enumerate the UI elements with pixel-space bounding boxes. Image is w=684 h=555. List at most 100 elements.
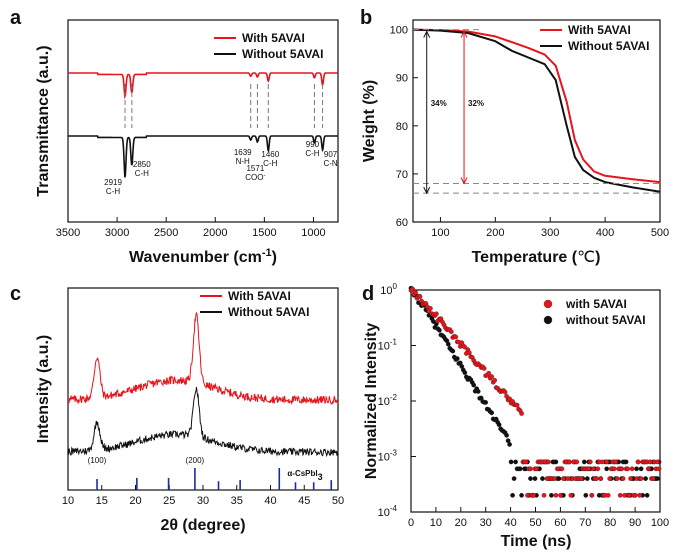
x-tick-label: 100 (651, 517, 669, 529)
data-point (565, 476, 571, 481)
panel-a-frame (67, 19, 339, 223)
panel-a-axes: 3500 3000 2500 2000 1500 1000 (56, 217, 326, 239)
data-point (462, 370, 468, 375)
legend-label: With 5AVAI (568, 23, 631, 37)
legend-label: without 5AVAI (565, 313, 646, 327)
data-point (607, 476, 613, 481)
data-point (593, 476, 599, 481)
y-tick-label: 90 (396, 73, 408, 85)
data-point (541, 492, 547, 498)
y-tick-exp: -3 (390, 449, 398, 458)
panel-d-xlabel: Time (ns) (501, 533, 572, 550)
series-line-with-5avai (67, 311, 339, 406)
data-point (445, 341, 451, 347)
reference-label-sub: 3 (318, 472, 323, 482)
peak-label: 1639 (234, 148, 252, 157)
data-point (629, 466, 635, 472)
x-tick-label: 80 (604, 517, 616, 529)
data-point (502, 389, 508, 395)
x-tick-label: 50 (332, 495, 344, 507)
data-point (605, 492, 611, 498)
peak-label: C-N (323, 159, 337, 168)
data-point (510, 492, 515, 498)
data-point (528, 466, 533, 472)
panel-c-ylabel: Intensity (a.u.) (35, 335, 52, 443)
panel-a-data (68, 72, 338, 178)
panel-a-ylabel: Transmittance (a.u.) (35, 45, 52, 196)
data-point (589, 492, 595, 498)
x-tick-label: 1500 (252, 227, 276, 239)
hkl-label: (100) (88, 456, 107, 465)
panel-c-xlabel: 2θ (degree) (160, 517, 245, 534)
series-line-with-5avai (68, 72, 338, 100)
legend-marker (543, 299, 553, 309)
y-tick-base: 10 (378, 452, 390, 464)
data-point (556, 476, 562, 481)
data-point (604, 459, 610, 465)
data-point (553, 492, 559, 498)
y-tick-label: 10-1 (378, 338, 398, 353)
data-point (528, 476, 533, 481)
data-point (638, 466, 644, 472)
data-point (532, 476, 538, 481)
data-point (656, 466, 662, 472)
data-point (511, 476, 517, 481)
panel-a-ftir-chart: 3500 3000 2500 2000 1500 1000 2919C-H2850C-H1… (35, 19, 339, 266)
panel-c-axes: 10 15 20 25 30 35 40 45 50 (62, 485, 344, 507)
panel-b-ylabel: Weight (%) (361, 80, 378, 162)
x-tick-label: 1000 (301, 227, 325, 239)
arrow-head (423, 30, 431, 38)
data-point (507, 442, 512, 447)
data-point (546, 459, 551, 465)
peak-label-sup: - (264, 173, 266, 179)
data-point (637, 492, 642, 498)
panel-a-legend: With 5AVAI Without 5AVAI (214, 31, 323, 61)
x-tick-label: 200 (486, 227, 504, 239)
data-point (558, 492, 563, 498)
data-point (611, 466, 617, 472)
y-tick-label: 10-2 (378, 393, 398, 408)
data-point (417, 294, 423, 299)
data-point (466, 350, 472, 356)
panel-b-legend: With 5AVAI Without 5AVAI (540, 23, 649, 53)
x-tick-label: 40 (504, 517, 516, 529)
data-point (428, 306, 433, 311)
x-tick-label: 10 (430, 517, 442, 529)
data-point (492, 377, 498, 383)
panel-b-frame (412, 19, 661, 223)
peak-label: 2919 (104, 178, 122, 187)
data-point (586, 466, 592, 472)
peak-label: C-H (305, 149, 319, 158)
legend-label: with 5AVAI (565, 297, 627, 311)
data-point (519, 411, 524, 416)
panel-a-annotations: 2919C-H2850C-H1639N-H1571COO-1460C-H990C… (104, 84, 338, 196)
weight-loss-label: 34% (431, 99, 447, 108)
panel-b-axes: 100 200 300 400 500 60 70 80 90 100 (390, 25, 670, 239)
peak-label: 907 (324, 150, 338, 159)
y-tick-label: 10-3 (378, 449, 398, 464)
arrow-head (460, 30, 468, 38)
x-tick-label: 3000 (105, 227, 129, 239)
legend-label: Without 5AVAI (242, 47, 323, 61)
data-point (568, 492, 574, 498)
data-point (613, 459, 619, 465)
data-point (561, 476, 566, 481)
panel-d-legend: with 5AVAI without 5AVAI (543, 297, 646, 327)
data-point (450, 348, 456, 354)
x-tick-label: 100 (431, 227, 449, 239)
panel-c-data (67, 311, 339, 458)
data-point (507, 396, 512, 402)
data-point (559, 466, 565, 472)
panel-d-axes: 0 10 20 30 40 50 60 70 80 90 10010010-110-210-310-… (378, 282, 670, 529)
x-tick-label: 20 (455, 517, 467, 529)
panel-b-tga-chart: 100 200 300 400 500 60 70 80 90 100 34% 32% With 5… (361, 19, 670, 266)
y-tick-exp: -2 (390, 393, 398, 402)
data-point (453, 334, 459, 340)
data-point (462, 344, 468, 350)
y-tick-label: 80 (396, 121, 408, 133)
panel-a-xlabel: Wavenumber (cm-1) (129, 247, 277, 266)
legend-marker (543, 315, 553, 325)
x-tick-label: 10 (62, 495, 74, 507)
reference-label: α-CsPbI3 (287, 469, 322, 482)
